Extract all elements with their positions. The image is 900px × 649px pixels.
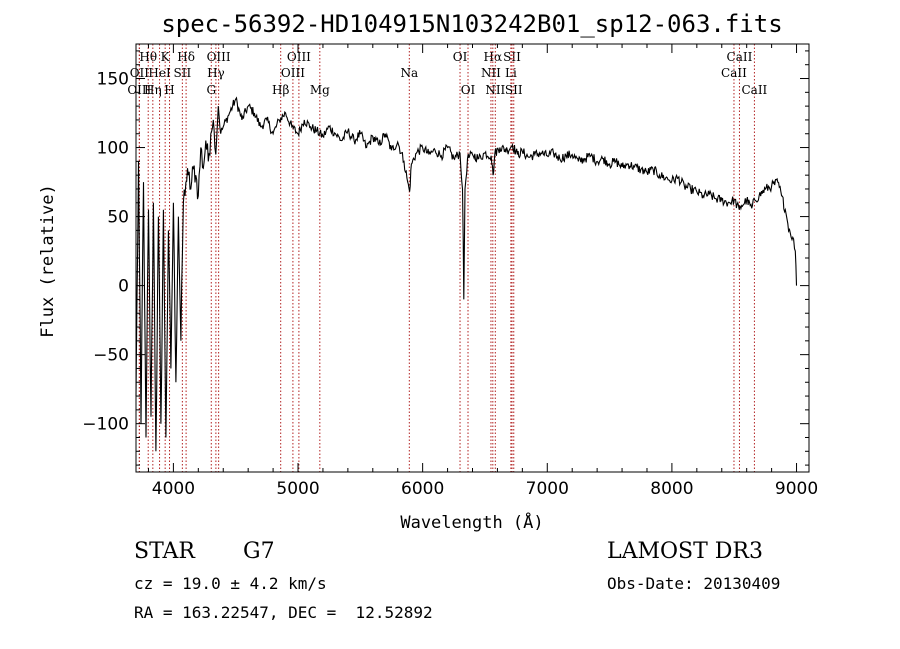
line-marker-label-8: H [164,83,174,97]
x-tick-label: 5000 [276,479,319,499]
object-subclass: G7 [243,539,275,564]
x-tick-label: 4000 [152,479,195,499]
x-tick-label: 6000 [401,479,444,499]
line-marker-label-4: HeI [148,66,171,80]
y-tick-label: 0 [118,277,129,297]
line-marker-label-25: CaII [727,50,753,64]
line-marker-label-5: Hη [144,83,162,97]
line-marker-label-3: K [161,50,171,64]
line-marker-label-2: OIII [127,83,151,97]
survey-name: LAMOST DR3 [607,539,763,564]
y-tick-label: −50 [93,346,129,366]
y-tick-label: 50 [107,208,129,228]
line-marker-label-19: Hα [484,50,503,64]
line-marker-label-22: Li [505,66,517,80]
line-marker-label-15: Mg [310,83,330,97]
y-tick-label: 150 [97,70,129,90]
y-axis-label: Flux (relative) [38,184,58,338]
line-marker-label-23: NII [485,83,505,97]
line-marker-label-9: OIII [207,50,231,64]
chart-title: spec-56392-HD104915N103242B01_sp12-063.f… [161,10,782,38]
x-tick-label: 7000 [526,479,569,499]
line-marker-label-27: CaII [741,83,767,97]
line-marker-label-18: OI [461,83,476,97]
line-marker-label-21: NII [481,66,501,80]
line-marker-label-20: SII [503,50,521,64]
line-marker-label-6: Hδ [177,50,195,64]
line-marker-label-14: Hβ [272,83,289,97]
plot-frame [135,43,810,473]
x-axis-label: Wavelength (Å) [400,511,543,533]
line-marker-label-7: SII [174,66,192,80]
spectrum-line [135,96,798,452]
x-tick-label: 8000 [650,479,693,499]
line-marker-label-12: OIII [287,50,311,64]
redshift-text: cz = 19.0 ± 4.2 km/s [134,574,327,593]
line-marker-label-26: CaII [721,66,747,80]
spectrum-series [135,96,798,452]
axis-ticks: 4000 5000 6000 7000 8000 9000 −100 −50 0 50 100 150 [82,44,818,499]
line-marker-label-16: Na [400,66,418,80]
line-marker-label-11: G [206,83,216,97]
line-marker-label-0: Hθ [139,50,157,64]
coordinates: RA = 163.22547, DEC = 12.52892 [134,603,433,622]
line-marker-label-10: Hγ [207,66,225,80]
line-marker-label-17: OI [453,50,468,64]
object-class: STAR [134,539,195,564]
y-tick-label: 100 [97,139,129,159]
line-marker-label-13: OIII [281,66,305,80]
x-tick-label: 9000 [775,479,818,499]
y-tick-label: −100 [82,415,129,435]
obs-date: Obs-Date: 20130409 [607,574,781,593]
line-marker-label-24: SII [505,83,523,97]
